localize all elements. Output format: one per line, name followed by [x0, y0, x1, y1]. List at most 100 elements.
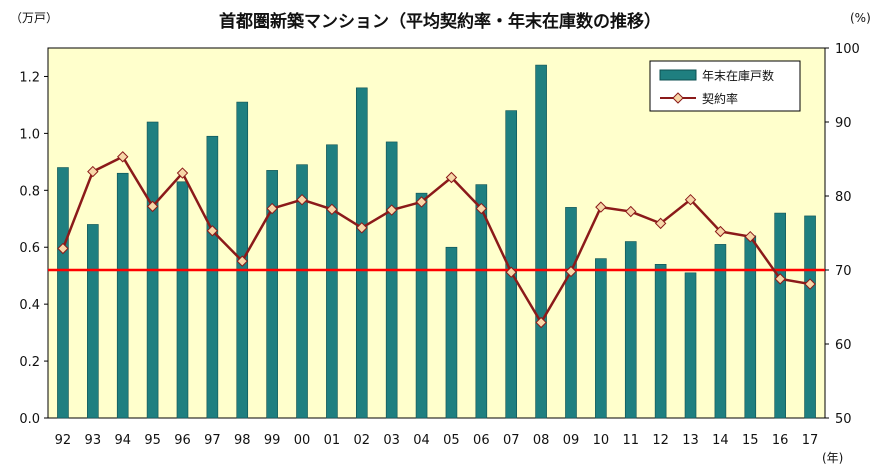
right-tick-label: 70	[835, 264, 852, 279]
left-tick-label: 0.0	[19, 412, 40, 427]
x-tick-label: 95	[144, 433, 161, 448]
legend-marker	[672, 92, 684, 104]
bar	[415, 192, 428, 419]
bar	[684, 272, 697, 419]
x-axis-ticks: 92 93 94 95 96 97 98 99 00 01 02 03 04 05 06 07 08 09 10 11…	[55, 433, 819, 448]
bar	[326, 144, 338, 419]
legend-box	[649, 60, 801, 112]
left-tick-label: 1.2	[19, 70, 40, 85]
line-marker	[445, 171, 458, 184]
line-marker	[774, 273, 786, 285]
left-tick-label: 0.4	[19, 298, 40, 313]
line-marker	[415, 196, 428, 208]
chart-title: 首都圏新築マンション（平均契約率・年末在庫数の推移）	[219, 11, 661, 32]
right-tick-label: 100	[835, 42, 860, 57]
bar	[355, 87, 368, 419]
bar	[565, 207, 577, 419]
x-axis-unit: (年)	[822, 451, 843, 465]
x-tick-label: 01	[324, 433, 341, 448]
line-marker	[57, 242, 69, 255]
x-tick-label: 98	[234, 433, 251, 448]
bar	[804, 215, 816, 419]
x-tick-label: 10	[593, 433, 610, 448]
x-tick-label: 16	[772, 433, 789, 448]
bar	[266, 170, 278, 419]
x-tick-label: 12	[652, 433, 669, 448]
line-marker	[206, 225, 219, 237]
line-marker	[565, 265, 577, 278]
bar	[296, 164, 308, 419]
right-tick-label: 50	[835, 412, 852, 427]
line-marker	[87, 165, 99, 178]
x-tick-label: 97	[204, 433, 221, 448]
right-tick-label: 80	[835, 190, 852, 205]
x-tick-label: 11	[622, 433, 639, 448]
series-line	[61, 155, 811, 326]
right-axis-ticks: 50 60 70 80 90 100	[825, 42, 860, 427]
line-marker	[744, 230, 756, 243]
x-tick-label: 08	[533, 433, 550, 448]
right-tick-label: 90	[835, 116, 852, 131]
bar	[774, 212, 786, 419]
bar-series	[57, 64, 816, 419]
x-tick-label: 15	[742, 433, 759, 448]
x-tick-label: 07	[503, 433, 520, 448]
bar	[714, 244, 727, 419]
right-axis-unit: (%)	[850, 11, 871, 25]
x-tick-label: 00	[294, 433, 311, 448]
legend-label-line: 契約率	[702, 91, 738, 106]
x-tick-label: 14	[712, 433, 729, 448]
bar	[654, 264, 667, 419]
line-marker	[326, 203, 338, 216]
x-tick-label: 94	[114, 433, 131, 448]
x-tick-label: 09	[563, 433, 580, 448]
bar	[505, 110, 518, 419]
line-marker	[535, 316, 547, 329]
x-tick-label: 02	[354, 433, 371, 448]
line-marker	[804, 278, 816, 290]
line-marker	[654, 217, 667, 230]
bar	[744, 235, 757, 419]
x-tick-label: 05	[443, 433, 460, 448]
bar	[57, 167, 69, 419]
bar	[385, 141, 398, 419]
x-tick-label: 99	[264, 433, 281, 448]
left-tick-label: 0.6	[19, 241, 40, 256]
bar	[87, 224, 99, 419]
left-axis-ticks: 0.0 0.2 0.4 0.6 0.8 1.0 1.2	[19, 70, 48, 427]
bar	[176, 181, 189, 419]
bar	[206, 135, 219, 419]
left-tick-label: 0.2	[19, 355, 40, 370]
x-tick-label: 04	[413, 433, 430, 448]
x-tick-label: 06	[473, 433, 490, 448]
bar	[475, 184, 488, 419]
line-marker	[595, 201, 607, 213]
line-marker	[505, 266, 517, 278]
line-marker	[714, 225, 727, 238]
line-marker	[684, 193, 697, 206]
bar	[595, 258, 607, 419]
legend-swatch-bar	[659, 69, 697, 81]
x-tick-label: 13	[682, 433, 699, 448]
line-marker	[385, 204, 398, 216]
bar	[624, 241, 637, 419]
line-marker	[475, 202, 488, 215]
x-tick-label: 92	[55, 433, 72, 448]
left-tick-label: 1.0	[19, 127, 40, 142]
x-tick-label: 93	[85, 433, 102, 448]
right-tick-label: 60	[835, 338, 852, 353]
legend-label-bar: 年末在庫戸数	[702, 68, 774, 83]
bar	[445, 246, 458, 419]
line-marker	[236, 255, 248, 267]
line-marker	[356, 222, 368, 234]
line-series	[57, 151, 816, 329]
bar	[535, 64, 547, 419]
left-axis-unit: （万戸）	[10, 11, 58, 25]
line-marker	[117, 151, 129, 163]
legend: 年末在庫戸数 契約率	[649, 60, 801, 112]
x-tick-label: 17	[802, 433, 819, 448]
line-marker	[296, 193, 308, 206]
line-marker	[266, 202, 278, 215]
left-tick-label: 0.8	[19, 184, 40, 199]
